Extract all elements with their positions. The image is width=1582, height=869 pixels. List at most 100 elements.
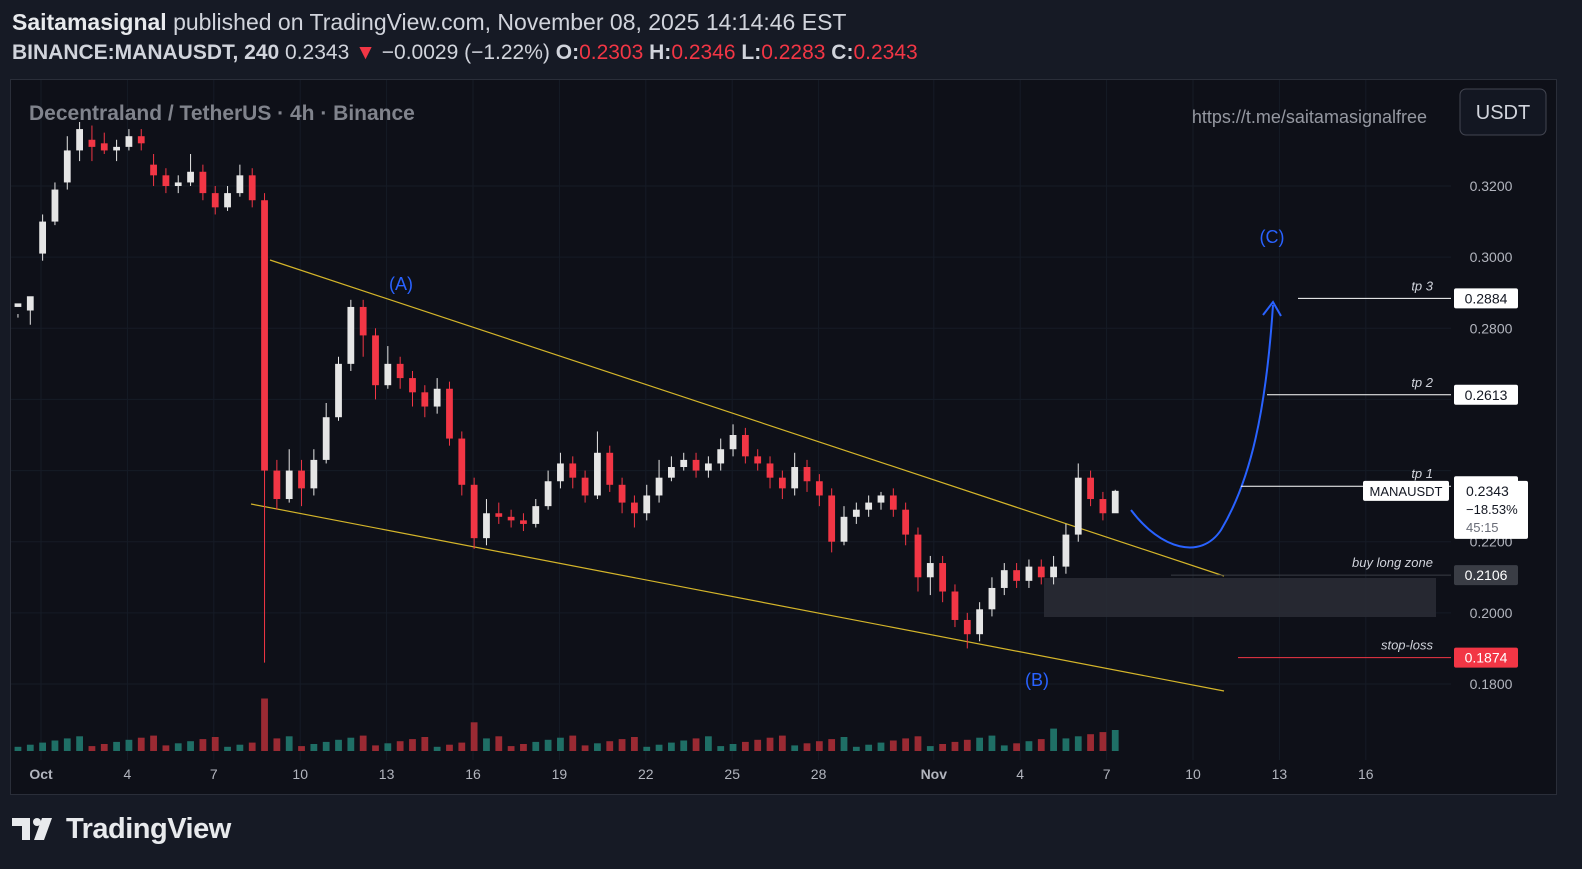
candle-body: [1000, 570, 1008, 588]
currency-button[interactable]: [1459, 88, 1547, 136]
date-axis-tick: 16: [465, 766, 481, 782]
candle-body: [1111, 490, 1119, 514]
candle-body: [14, 303, 22, 307]
level-price-tag: [1454, 384, 1518, 405]
candle-body: [914, 534, 922, 578]
candle-body: [174, 182, 182, 186]
volume-bar: [1087, 734, 1094, 751]
tradingview-logo[interactable]: TradingView: [12, 812, 231, 846]
candle-body: [236, 175, 244, 194]
publish-info: published on TradingView.com, November 0…: [166, 9, 847, 35]
volume-bar: [544, 739, 552, 751]
date-axis-tick: 25: [724, 766, 740, 782]
candle-body: [754, 456, 762, 464]
candle-body: [187, 171, 194, 183]
candle-body: [631, 502, 638, 514]
volume-bar: [396, 741, 404, 751]
candle-body: [606, 452, 614, 485]
volume-bar: [618, 739, 626, 751]
candle-body: [359, 306, 367, 336]
volume-bar: [520, 744, 527, 751]
candle-body: [137, 136, 145, 144]
candle-body: [680, 459, 688, 468]
volume-bar: [1013, 743, 1020, 751]
volume-bar: [988, 735, 996, 751]
candle-body: [470, 484, 478, 539]
candle-body: [150, 164, 157, 176]
price-axis-tick: 0.3000: [1470, 249, 1513, 265]
level-price-tag: [1454, 288, 1518, 309]
volume-bar: [162, 745, 170, 751]
volume-bar: [76, 736, 83, 751]
volume-bar: [1050, 728, 1057, 751]
candle-body: [347, 306, 355, 364]
candle-body: [51, 189, 59, 222]
candle-body: [1025, 566, 1033, 581]
currency-button-label: USDT: [1476, 102, 1530, 124]
low-value: 0.2283: [761, 41, 826, 64]
open-label: O:: [555, 41, 580, 64]
close-value: 0.2343: [853, 41, 918, 64]
candle-body: [273, 470, 281, 500]
tradingview-logo-icon: [12, 818, 52, 840]
volume-bar: [372, 745, 379, 751]
volume-bar: [1111, 730, 1119, 751]
volume-bar: [199, 739, 207, 751]
volume-bar: [704, 736, 712, 751]
date-axis-tick: 13: [1272, 766, 1288, 782]
candle-body: [778, 477, 786, 489]
candle-body: [1099, 499, 1107, 514]
candle-body: [828, 495, 836, 542]
volume-bar: [939, 744, 947, 751]
date-axis-tick: Oct: [29, 766, 53, 782]
last-price-tag: [1454, 480, 1528, 539]
candle-body: [655, 477, 663, 496]
candle-body: [1037, 566, 1045, 578]
candle-body: [100, 143, 108, 151]
channel-upper-line: [269, 259, 1225, 577]
author-name[interactable]: Saitamasignal: [12, 9, 167, 35]
candle-body: [988, 587, 996, 610]
candle-body: [840, 516, 848, 542]
candle-body: [976, 609, 984, 635]
candle-body: [409, 378, 416, 393]
candle-body: [507, 516, 515, 521]
volume-bar: [211, 737, 219, 751]
candle-body: [643, 495, 651, 514]
volume-bar: [125, 739, 133, 751]
date-axis-tick: 22: [638, 766, 654, 782]
candle-body: [162, 175, 170, 186]
candle-body: [88, 139, 96, 147]
candle-body: [791, 467, 799, 489]
candle-body: [939, 563, 947, 592]
volume-bar: [840, 737, 848, 751]
volume-bar: [828, 739, 836, 751]
volume-bar: [150, 735, 157, 751]
volume-bar: [261, 698, 268, 751]
candle-body: [926, 563, 934, 578]
volume-bar: [359, 735, 367, 751]
volume-bar: [951, 741, 959, 751]
volume-bar: [1062, 738, 1070, 751]
chart-header: Saitamasignal published on TradingView.c…: [12, 6, 1572, 68]
candle-body: [729, 435, 737, 450]
tradingview-logo-text: TradingView: [66, 812, 231, 845]
volume-bar: [815, 741, 823, 751]
candle-body: [557, 463, 564, 482]
candle-body: [692, 459, 700, 471]
volume-bar: [187, 741, 194, 751]
down-arrow-icon: ▼: [355, 41, 376, 64]
volume-bar: [655, 744, 663, 751]
volume-bar: [1025, 741, 1033, 751]
candle-body: [421, 392, 429, 407]
level-label: tp 2: [1411, 375, 1433, 390]
candle-body: [520, 520, 527, 524]
level-price-tag: [1454, 565, 1518, 586]
volume-bar: [236, 744, 244, 751]
wave-label: (C): [1260, 227, 1285, 247]
volume-bar: [631, 737, 638, 751]
wave-label: (B): [1025, 670, 1049, 690]
candle-body: [285, 470, 293, 500]
